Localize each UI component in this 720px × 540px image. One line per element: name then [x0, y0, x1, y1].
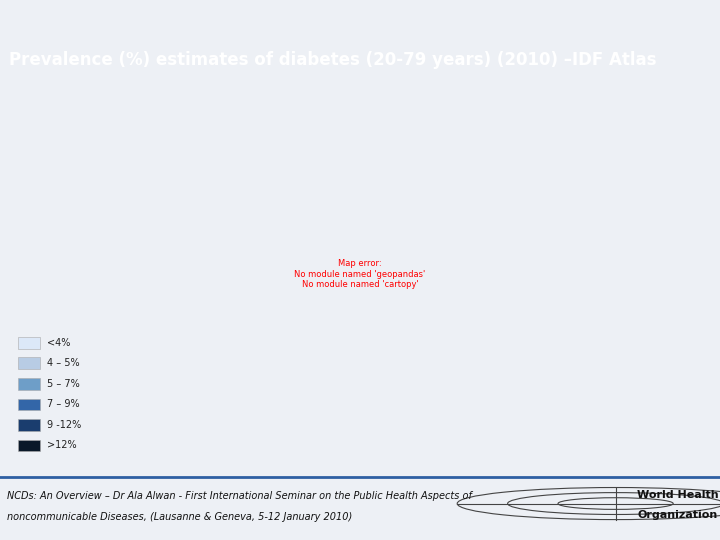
FancyBboxPatch shape	[18, 399, 40, 410]
Text: 5 – 7%: 5 – 7%	[47, 379, 79, 389]
Text: 7 – 9%: 7 – 9%	[47, 400, 79, 409]
Text: <4%: <4%	[47, 338, 70, 348]
Text: noncommunicable Diseases, (Lausanne & Geneva, 5-12 January 2010): noncommunicable Diseases, (Lausanne & Ge…	[7, 512, 353, 522]
FancyBboxPatch shape	[18, 337, 40, 349]
FancyBboxPatch shape	[18, 440, 40, 451]
FancyBboxPatch shape	[18, 378, 40, 390]
Text: NCDs: An Overview – Dr Ala Alwan - First International Seminar on the Public Hea: NCDs: An Overview – Dr Ala Alwan - First…	[7, 491, 472, 501]
Text: Prevalence (%) estimates of diabetes (20-79 years) (2010) –IDF Atlas: Prevalence (%) estimates of diabetes (20…	[9, 51, 656, 69]
FancyBboxPatch shape	[18, 357, 40, 369]
Text: World Health: World Health	[637, 490, 719, 500]
Text: Map error:
No module named 'geopandas'
No module named 'cartopy': Map error: No module named 'geopandas' N…	[294, 259, 426, 289]
Text: 9 -12%: 9 -12%	[47, 420, 81, 430]
Text: Organization: Organization	[637, 510, 717, 520]
Text: >12%: >12%	[47, 441, 76, 450]
Text: 4 – 5%: 4 – 5%	[47, 359, 79, 368]
FancyBboxPatch shape	[18, 419, 40, 431]
